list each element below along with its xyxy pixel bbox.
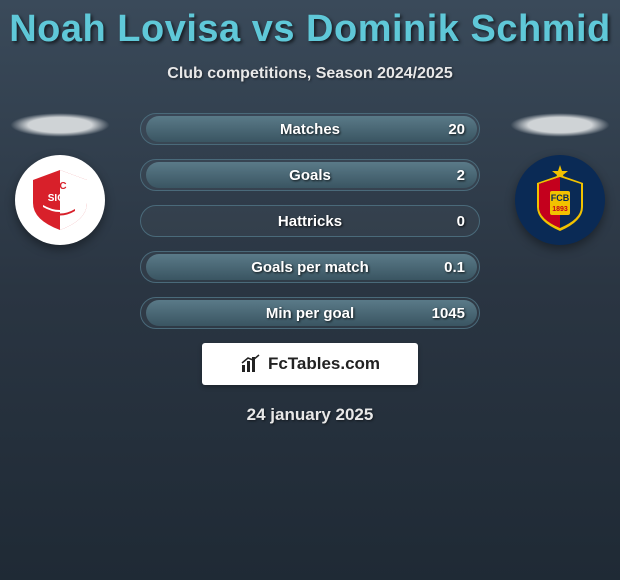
crest-left: FC SION xyxy=(15,155,105,245)
stat-row: Hattricks0 xyxy=(140,205,480,237)
stat-row: Goals per match0.1 xyxy=(140,251,480,283)
stat-row: Goals2 xyxy=(140,159,480,191)
team-right-block: FCB 1893 xyxy=(510,113,610,245)
page-title: Noah Lovisa vs Dominik Schmid xyxy=(0,0,620,51)
stat-label: Min per goal xyxy=(141,305,479,322)
stat-value-right: 1045 xyxy=(432,305,465,322)
stat-label: Goals per match xyxy=(141,259,479,276)
branding-badge[interactable]: FcTables.com xyxy=(202,343,418,385)
stat-value-right: 0 xyxy=(457,213,465,230)
fc-sion-crest-icon: FC SION xyxy=(25,165,95,235)
stat-label: Goals xyxy=(141,167,479,184)
stat-row: Min per goal1045 xyxy=(140,297,480,329)
date-label: 24 january 2025 xyxy=(0,405,620,425)
svg-text:FCB: FCB xyxy=(551,193,570,203)
player-shadow-left xyxy=(10,113,110,137)
stat-label: Hattricks xyxy=(141,213,479,230)
svg-text:1893: 1893 xyxy=(552,206,568,213)
branding-text: FcTables.com xyxy=(268,354,380,374)
crest-right: FCB 1893 xyxy=(515,155,605,245)
stat-value-right: 2 xyxy=(457,167,465,184)
chart-icon xyxy=(240,353,262,375)
comparison-area: FC SION FCB 1893 Matches20Goals2Hattrick… xyxy=(0,113,620,329)
stat-value-right: 20 xyxy=(448,121,465,138)
player-shadow-right xyxy=(510,113,610,137)
stat-label: Matches xyxy=(141,121,479,138)
stats-list: Matches20Goals2Hattricks0Goals per match… xyxy=(140,113,480,329)
svg-text:SION: SION xyxy=(48,193,72,204)
stat-value-right: 0.1 xyxy=(444,259,465,276)
stat-row: Matches20 xyxy=(140,113,480,145)
team-left-block: FC SION xyxy=(10,113,110,245)
page-subtitle: Club competitions, Season 2024/2025 xyxy=(0,65,620,83)
fc-basel-crest-icon: FCB 1893 xyxy=(523,163,597,237)
svg-text:FC: FC xyxy=(53,181,66,192)
